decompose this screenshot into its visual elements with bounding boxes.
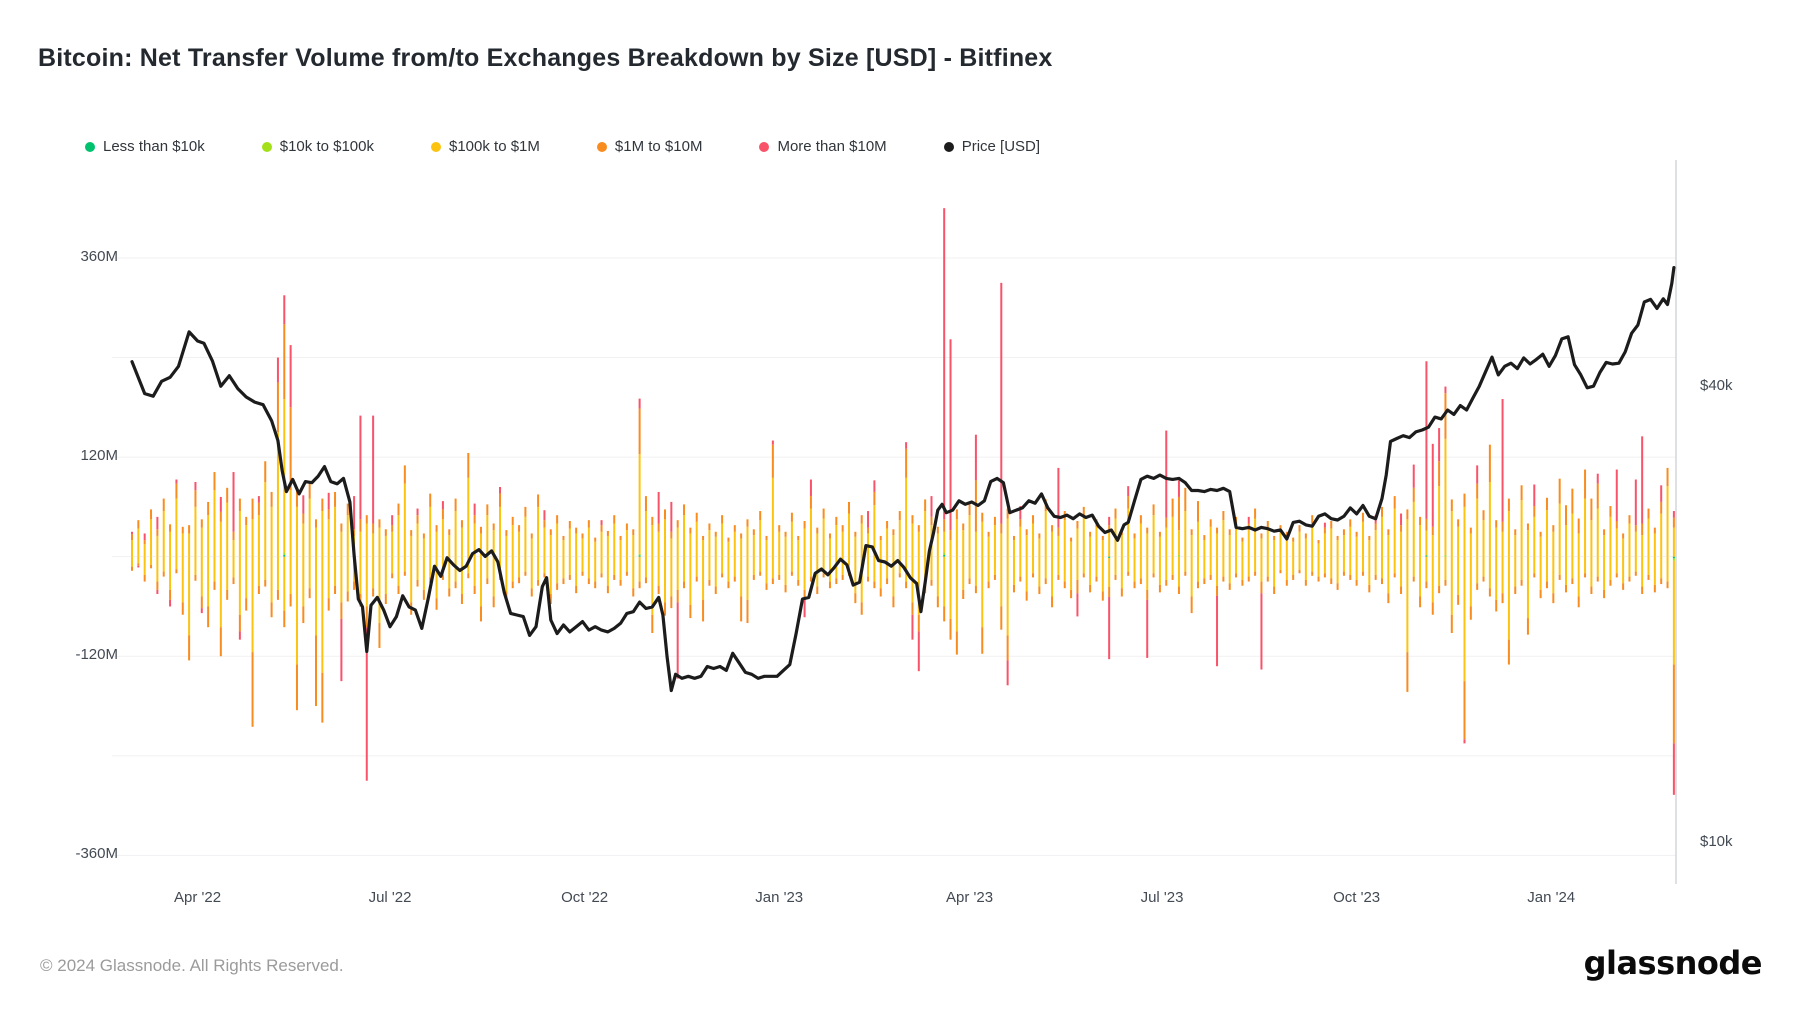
legend-dot-green-icon bbox=[85, 141, 95, 152]
chart-legend: Less than $10k $10k to $100k $100k to $1… bbox=[85, 138, 1040, 155]
legend-dot-black-icon bbox=[943, 141, 954, 152]
x-axis-tick-label: Oct '23 bbox=[1333, 889, 1381, 906]
legend-label: $10k to $100k bbox=[279, 138, 374, 155]
y-axis-tick-label: -360M bbox=[75, 845, 118, 863]
y-axis-tick-label: 120M bbox=[80, 447, 118, 465]
legend-item-less-than-10k[interactable]: Less than $10k bbox=[85, 138, 205, 155]
price-axis-tick-label: $40k bbox=[1700, 377, 1733, 394]
x-axis-tick-label: Apr '22 bbox=[174, 889, 222, 906]
legend-dot-orange-icon bbox=[596, 141, 607, 152]
legend-dot-yellow-icon bbox=[431, 141, 441, 152]
chart-title: Bitcoin: Net Transfer Volume from/to Exc… bbox=[38, 44, 1053, 72]
x-axis-tick-label: Jul '23 bbox=[1140, 889, 1184, 906]
legend-item-more-than-10m[interactable]: More than $10M bbox=[759, 138, 887, 155]
legend-label: More than $10M bbox=[777, 138, 887, 155]
y-axis-tick-label: -120M bbox=[75, 646, 118, 664]
x-axis-tick-label: Apr '23 bbox=[946, 889, 994, 906]
legend-label: $100k to $1M bbox=[449, 138, 540, 155]
legend-label: Less than $10k bbox=[103, 138, 205, 155]
legend-dot-red-icon bbox=[759, 141, 770, 152]
legend-item-price-usd[interactable]: Price [USD] bbox=[943, 138, 1041, 155]
legend-item-100k-1m[interactable]: $100k to $1M bbox=[431, 138, 540, 155]
legend-label: $1M to $10M bbox=[614, 138, 703, 155]
glassnode-logo: glassnode bbox=[1583, 944, 1763, 982]
y-axis-tick-label: 360M bbox=[80, 247, 118, 265]
legend-item-10k-100k[interactable]: $10k to $100k bbox=[261, 138, 374, 155]
legend-label: Price [USD] bbox=[961, 138, 1041, 155]
price-axis-tick-label: $10k bbox=[1700, 833, 1733, 850]
legend-item-1m-10m[interactable]: $1M to $10M bbox=[596, 138, 703, 155]
x-axis-tick-label: Oct '22 bbox=[561, 889, 609, 906]
copyright-notice: © 2024 Glassnode. All Rights Reserved. bbox=[40, 956, 344, 975]
x-axis-tick-label: Jan '24 bbox=[1527, 889, 1576, 906]
x-axis-tick-label: Jan '23 bbox=[755, 889, 804, 906]
legend-dot-lime-icon bbox=[261, 141, 272, 152]
x-axis-tick-label: Jul '22 bbox=[368, 889, 412, 906]
